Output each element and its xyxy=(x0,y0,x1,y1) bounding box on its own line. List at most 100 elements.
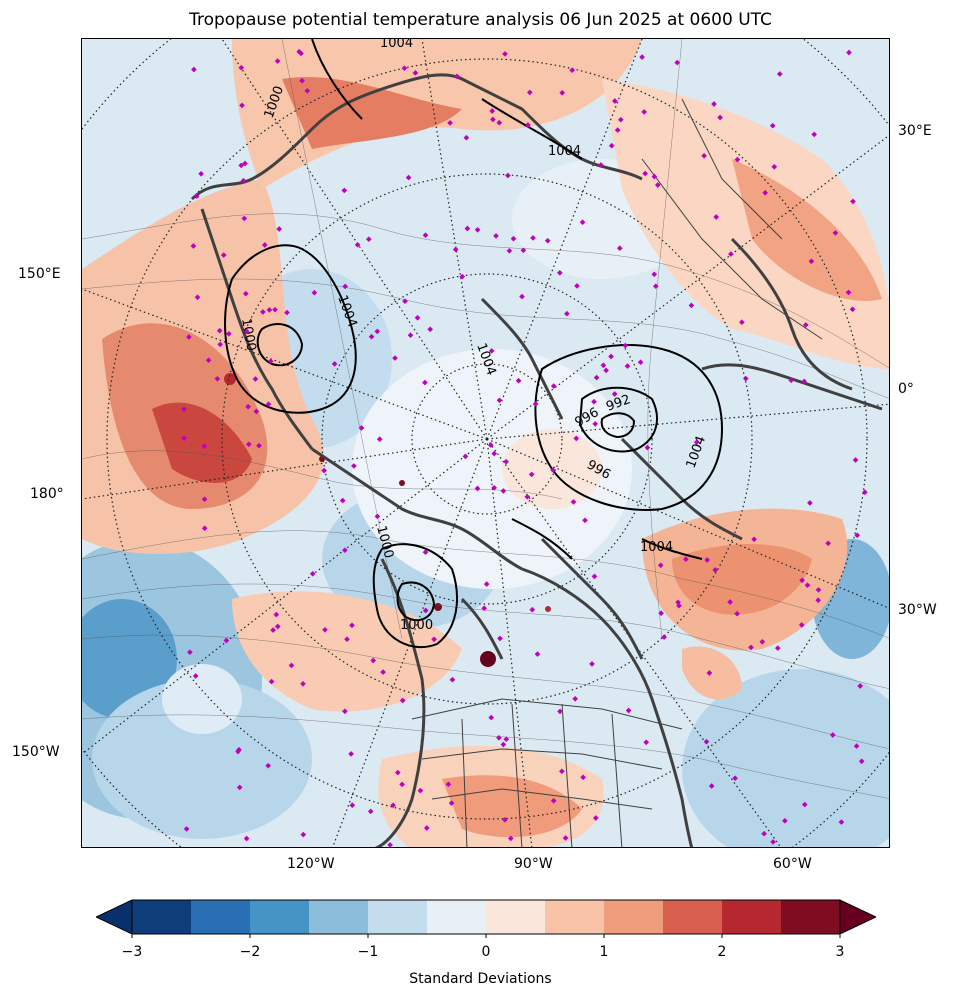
station-marker xyxy=(798,622,805,628)
station-marker xyxy=(223,637,230,644)
colorbar-segment xyxy=(191,900,251,934)
station-marker xyxy=(603,367,609,374)
station-marker xyxy=(815,597,822,604)
station-marker xyxy=(782,817,788,824)
station-marker xyxy=(717,114,723,121)
map-panel[interactable]: 1004 1004 1004 1004 1004 1000 1000 1000 … xyxy=(81,38,890,848)
map-title: Tropopause potential temperature analysi… xyxy=(189,10,772,30)
lon-label-left: 150°W xyxy=(12,744,60,760)
station-marker xyxy=(651,173,658,180)
station-marker xyxy=(614,127,621,133)
station-marker xyxy=(194,294,201,301)
station-marker xyxy=(452,246,459,253)
station-marker xyxy=(570,499,577,505)
station-marker xyxy=(525,122,531,128)
station-marker xyxy=(592,421,599,427)
station-marker xyxy=(496,119,503,126)
station-marker xyxy=(266,307,273,313)
station-marker xyxy=(288,662,295,669)
station-marker xyxy=(304,87,311,94)
station-marker xyxy=(309,570,316,577)
station-marker xyxy=(483,581,490,587)
station-marker xyxy=(829,732,836,738)
station-marker xyxy=(846,49,852,56)
station-marker xyxy=(242,290,249,297)
station-marker xyxy=(683,556,689,563)
station-marker xyxy=(414,314,421,321)
station-marker xyxy=(341,187,348,194)
station-marker xyxy=(253,408,260,415)
station-marker xyxy=(520,247,527,254)
station-markers xyxy=(181,48,868,847)
station-marker xyxy=(474,226,481,233)
station-marker xyxy=(491,484,498,491)
station-marker xyxy=(502,816,508,823)
station-marker xyxy=(331,361,338,367)
station-marker xyxy=(205,357,212,364)
station-marker xyxy=(376,436,383,443)
station-marker xyxy=(256,442,262,449)
station-marker xyxy=(544,237,551,244)
station-marker xyxy=(529,606,536,613)
station-marker xyxy=(191,66,197,73)
station-marker xyxy=(496,734,502,741)
colorbar-tick-label: 0 xyxy=(481,944,491,960)
station-marker xyxy=(399,781,405,788)
station-marker xyxy=(220,252,227,258)
colorbar xyxy=(96,899,876,938)
station-marker xyxy=(654,182,661,188)
station-marker xyxy=(198,170,204,177)
station-marker xyxy=(488,714,495,721)
station-marker xyxy=(507,835,514,842)
station-marker xyxy=(807,500,813,506)
station-marker xyxy=(742,375,749,382)
colorbar-extend-min xyxy=(96,899,133,935)
colorbar-segment xyxy=(250,900,310,934)
station-marker xyxy=(192,673,199,679)
country-borders xyxy=(411,98,823,847)
station-marker xyxy=(845,289,852,296)
colorbar-segment xyxy=(132,900,192,934)
station-marker xyxy=(616,245,623,252)
station-marker xyxy=(573,435,580,442)
colorbar-segment xyxy=(309,900,369,934)
station-marker xyxy=(506,247,513,254)
station-marker xyxy=(624,363,631,369)
station-marker xyxy=(598,162,604,168)
station-marker xyxy=(370,657,377,664)
station-marker xyxy=(804,582,811,589)
pressure-contour-lines xyxy=(224,39,724,649)
station-marker xyxy=(459,273,466,280)
station-marker xyxy=(201,443,208,449)
station-marker xyxy=(405,174,412,181)
station-marker xyxy=(321,467,327,474)
station-marker xyxy=(496,397,503,404)
station-marker xyxy=(342,547,348,554)
colorbar-segment xyxy=(604,900,664,934)
station-marker xyxy=(788,377,795,384)
station-marker xyxy=(853,743,860,749)
station-marker xyxy=(532,401,539,407)
station-marker xyxy=(181,435,187,442)
station-marker xyxy=(622,342,629,349)
station-marker xyxy=(658,610,664,617)
station-marker xyxy=(322,626,328,633)
station-marker xyxy=(399,697,406,704)
station-marker xyxy=(214,375,221,382)
station-marker xyxy=(811,131,818,138)
station-marker xyxy=(187,649,193,656)
station-marker xyxy=(728,251,734,257)
station-marker xyxy=(802,322,809,328)
station-marker xyxy=(491,450,498,457)
station-marker xyxy=(591,398,597,405)
station-marker xyxy=(550,467,556,473)
station-marker xyxy=(387,842,393,847)
station-marker xyxy=(769,122,776,129)
station-marker xyxy=(431,636,437,643)
station-marker xyxy=(493,233,499,239)
station-marker xyxy=(701,152,707,159)
station-marker xyxy=(311,289,318,296)
lon-label-bottom: 60°W xyxy=(773,856,812,872)
station-marker xyxy=(734,156,741,163)
station-marker xyxy=(519,293,525,300)
